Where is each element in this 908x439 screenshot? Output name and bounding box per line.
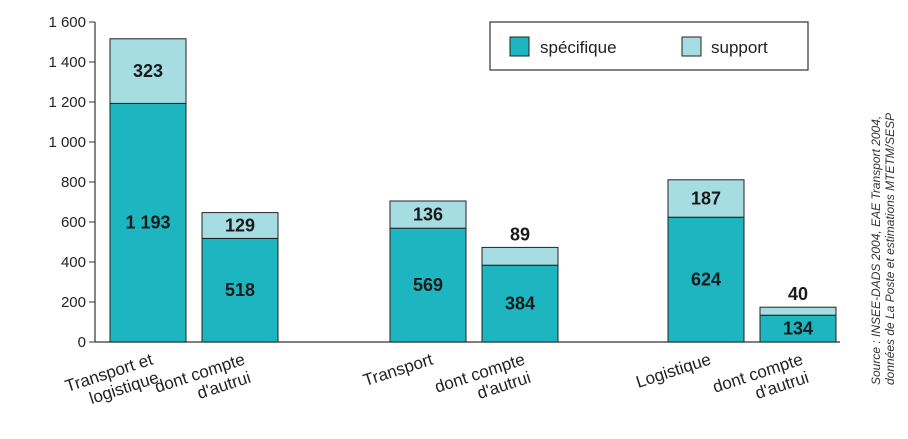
y-tick-label: 1 600 — [48, 14, 86, 31]
bar-specifique — [109, 102, 187, 343]
bar-support — [389, 200, 467, 229]
data-label-specifique: 134 — [783, 319, 813, 339]
bar-support — [481, 246, 559, 266]
source-line: Source : INSEE-DADS 2004, EAE Transport … — [869, 116, 883, 385]
legend: spécifique support — [489, 21, 809, 71]
bar-specifique — [481, 264, 559, 343]
bar-specifique — [201, 237, 279, 343]
category-label: Transport — [361, 350, 436, 390]
data-label-specifique: 569 — [413, 275, 443, 295]
axes: 0 200 400 600 800 1 000 1 200 1 400 1 600 — [48, 14, 840, 351]
legend-label-support: support — [711, 38, 768, 57]
bar-support — [109, 38, 187, 104]
data-label-support: 129 — [225, 216, 255, 236]
source-line: données de La Poste et estimations MTETM… — [883, 113, 897, 385]
source-note: Source : INSEE-DADS 2004, EAE Transport … — [869, 113, 897, 385]
category-label-line: Transport — [361, 350, 436, 390]
category-label: Logistique — [634, 350, 714, 392]
y-tick-label: 1 000 — [48, 134, 86, 151]
y-tick-label: 0 — [78, 334, 86, 351]
data-label-support: 187 — [691, 189, 721, 209]
data-label-support: 89 — [510, 224, 530, 244]
bar-specifique — [759, 314, 837, 343]
y-tick-label: 1 400 — [48, 54, 86, 71]
y-tick-label: 800 — [61, 174, 86, 191]
legend-box — [489, 21, 809, 71]
data-label-specifique: 518 — [225, 280, 255, 300]
y-tick-label: 200 — [61, 294, 86, 311]
legend-label-specifique: spécifique — [540, 38, 617, 57]
y-tick-label: 1 200 — [48, 94, 86, 111]
y-tick-label: 600 — [61, 214, 86, 231]
category-label-line: Logistique — [634, 350, 714, 392]
data-label-support: 40 — [788, 284, 808, 304]
bar-support — [201, 212, 279, 239]
data-label-support: 136 — [413, 205, 443, 225]
bar-specifique — [389, 227, 467, 343]
legend-swatch-specifique — [509, 36, 530, 57]
data-label-specifique: 1 193 — [125, 213, 170, 233]
bar-support — [667, 179, 745, 218]
y-tick-label: 400 — [61, 254, 86, 271]
data-label-support: 323 — [133, 61, 163, 81]
bar-support — [759, 306, 837, 316]
source-text: Source : INSEE-DADS 2004, EAE Transport … — [869, 113, 897, 385]
legend-swatch-support — [681, 36, 702, 57]
data-label-specifique: 384 — [505, 294, 535, 314]
data-label-specifique: 624 — [691, 270, 721, 290]
